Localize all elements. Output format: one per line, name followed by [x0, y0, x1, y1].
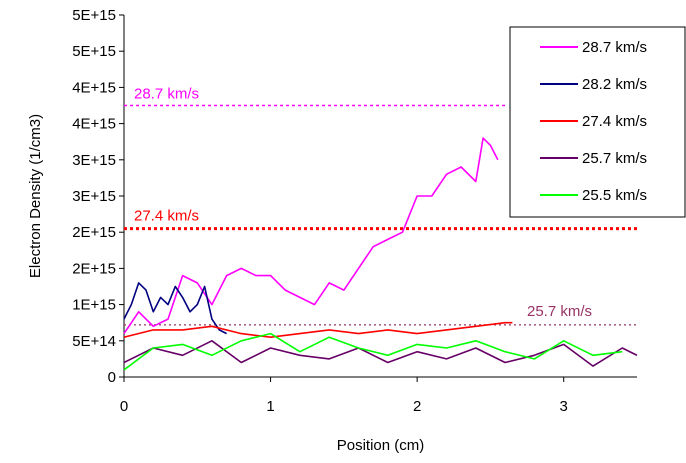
y-ticks: 0 5E+14 1E+15 2E+15 2E+15 3E+15 3E+15 4E+15 4E+1…: [72, 7, 124, 386]
series-line: [123, 282, 227, 335]
y-tick-label: 4E+15: [72, 79, 116, 96]
x-axis-title: Position (cm): [337, 437, 425, 454]
y-tick-label: 3E+15: [72, 152, 116, 169]
y-tick-label: 4E+15: [72, 116, 116, 133]
y-tick-label: 2E+15: [72, 260, 116, 277]
x-tick-label: 3: [560, 398, 568, 415]
legend-label: 28.2 km/s: [582, 76, 647, 93]
reference-line-label: 27.4 km/s: [134, 208, 199, 225]
series-lines: [123, 137, 638, 371]
legend: 28.7 km/s 28.2 km/s 27.4 km/s 25.7 km/s 25.5…: [509, 26, 686, 218]
series-line: [123, 332, 623, 371]
legend-label: 25.7 km/s: [582, 150, 647, 167]
x-tick-label: 1: [266, 398, 274, 415]
x-ticks: 0 1 2 3: [120, 377, 568, 415]
y-tick-label: 5E+15: [72, 43, 116, 60]
reference-lines: 28.7 km/s 27.4 km/s 25.7 km/s: [124, 86, 637, 326]
x-tick-label: 2: [413, 398, 421, 415]
series-line: [123, 339, 638, 367]
legend-label: 25.5 km/s: [582, 187, 647, 204]
y-tick-label: 5E+14: [72, 333, 116, 350]
y-tick-label: 2E+15: [72, 224, 116, 241]
series-line: [123, 137, 499, 335]
x-tick-label: 0: [120, 398, 128, 415]
y-tick-label: 1E+15: [72, 297, 116, 314]
y-tick-label: 3E+15: [72, 188, 116, 205]
legend-label: 27.4 km/s: [582, 113, 647, 130]
y-tick-label: 0: [108, 369, 116, 386]
series-line: [123, 321, 513, 339]
legend-box: [509, 26, 686, 218]
y-tick-label: 5E+15: [72, 7, 116, 24]
legend-label: 28.7 km/s: [582, 39, 647, 56]
y-axis-title: Electron Density (1/cm3): [27, 114, 44, 278]
reference-line-label: 28.7 km/s: [134, 86, 199, 103]
reference-line-label: 25.7 km/s: [527, 303, 592, 320]
